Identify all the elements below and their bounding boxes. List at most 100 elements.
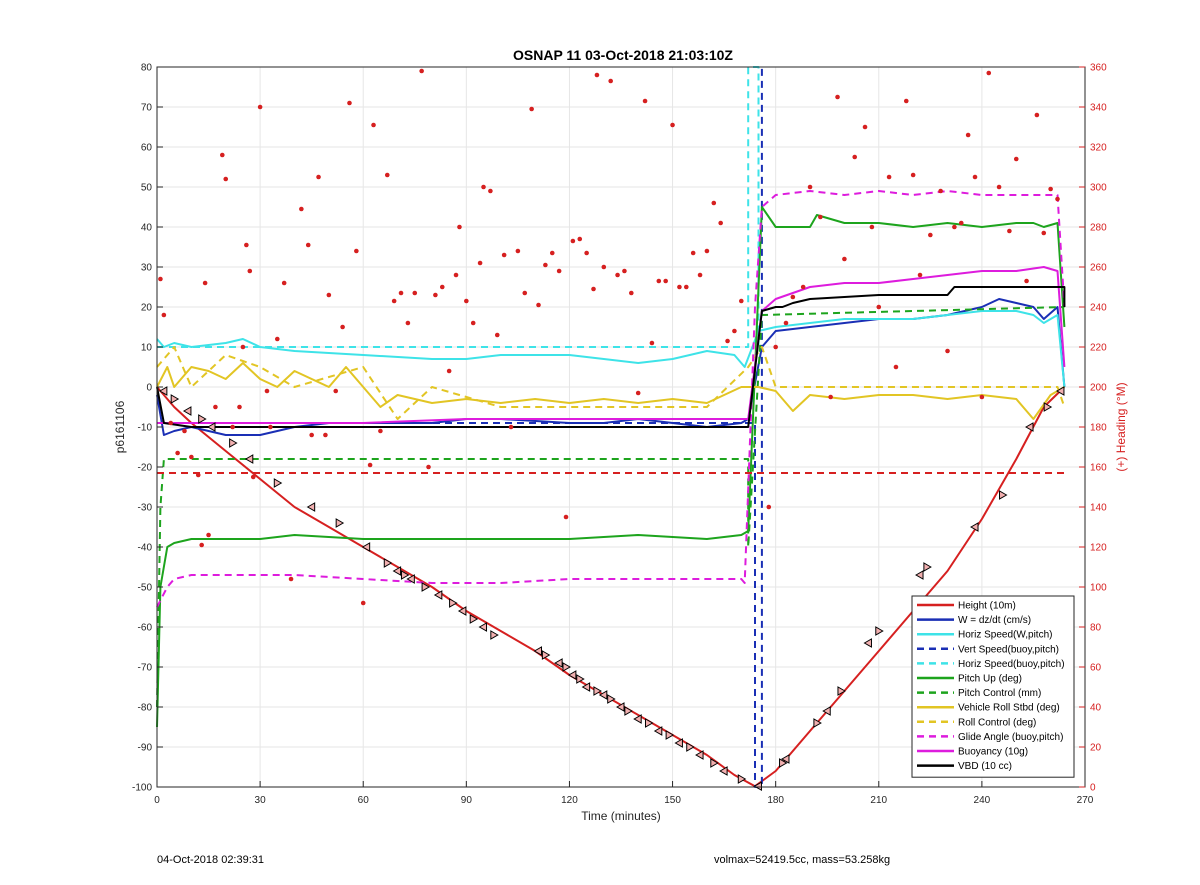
heading-point [945, 348, 950, 354]
heading-point [257, 104, 263, 110]
heading-point [378, 428, 383, 434]
height-marker [306, 502, 316, 512]
heading-point [237, 404, 242, 410]
y2-tick-label: 240 [1090, 303, 1107, 314]
height-marker [753, 781, 762, 792]
legend-label: Pitch Up (deg) [958, 674, 1022, 685]
heading-point [457, 224, 462, 230]
heading-point [958, 220, 964, 226]
height-marker [229, 438, 238, 448]
height-marker [449, 598, 458, 608]
x-tick-label: 60 [358, 795, 370, 806]
height-marker [915, 570, 924, 580]
heading-point [274, 336, 280, 342]
height-marker [361, 542, 371, 552]
series-line-8 [156, 346, 1066, 420]
volmax-mass-footer: volmax=52419.5cc, mass=53.258kg [714, 854, 891, 866]
height-marker [554, 658, 563, 668]
heading-point [405, 320, 411, 326]
y2-axis-label: (+) Heading (°M) [1114, 382, 1128, 471]
heading-point [807, 184, 813, 190]
y-tick-label: -100 [132, 783, 152, 794]
heading-point [656, 278, 662, 284]
height-marker [863, 638, 872, 648]
series-line-1 [156, 298, 1066, 436]
heading-point [247, 268, 253, 274]
y-tick-label: 80 [141, 63, 153, 74]
height-marker [719, 766, 728, 776]
x-tick-label: 180 [767, 795, 784, 806]
y-axis-label: p6161106 [113, 400, 127, 453]
heading-point [481, 184, 486, 190]
heading-point [642, 98, 648, 104]
height-marker [433, 590, 443, 600]
height-marker [206, 422, 216, 432]
y-tick-label: 0 [146, 383, 152, 394]
heading-point [910, 172, 916, 178]
series-line-9 [156, 190, 1066, 608]
heading-point [965, 132, 971, 138]
heading-point [622, 268, 627, 274]
y2-tick-label: 200 [1090, 383, 1107, 394]
heading-point [202, 280, 208, 286]
legend-label: Buoyancy (10g) [958, 747, 1028, 758]
y2-tick-label: 220 [1090, 343, 1107, 354]
height-marker [615, 702, 625, 712]
height-marker [581, 682, 591, 692]
heading-point [903, 98, 909, 104]
heading-point [333, 388, 339, 394]
height-marker [562, 662, 572, 672]
height-marker [244, 454, 254, 464]
legend-label: Vehicle Roll Stbd (deg) [958, 703, 1060, 714]
heading-point [158, 276, 163, 282]
heading-point [347, 100, 352, 106]
y2-tick-label: 60 [1090, 663, 1102, 674]
y-tick-label: -80 [138, 703, 153, 714]
y2-tick-label: 40 [1090, 703, 1102, 714]
heading-point [340, 324, 345, 330]
heading-point [419, 68, 424, 74]
heading-point [494, 332, 500, 338]
series-line-11 [156, 286, 1066, 428]
heading-point [391, 298, 397, 304]
heading-point [281, 280, 287, 286]
height-marker [421, 582, 431, 592]
heading-point [663, 278, 668, 284]
heading-point [309, 432, 314, 438]
height-marker [383, 558, 393, 568]
height-marker [490, 630, 499, 640]
heading-point [862, 124, 868, 130]
height-marker [457, 606, 467, 616]
legend-label: Glide Angle (buoy,pitch) [958, 732, 1063, 743]
height-marker [653, 726, 663, 736]
height-marker [198, 414, 207, 424]
heading-point [835, 94, 840, 100]
x-tick-label: 210 [870, 795, 887, 806]
heading-point [1041, 230, 1047, 236]
y2-tick-label: 260 [1090, 263, 1107, 274]
y2-tick-label: 300 [1090, 183, 1107, 194]
height-marker [999, 490, 1008, 500]
heading-point [175, 450, 180, 456]
heading-point [230, 424, 235, 430]
heading-point [773, 344, 778, 350]
y-tick-label: -30 [138, 503, 153, 514]
height-marker [1055, 386, 1065, 396]
y2-tick-label: 180 [1090, 423, 1107, 434]
height-marker [875, 626, 884, 636]
height-marker [541, 650, 551, 660]
heading-point [264, 388, 270, 394]
height-marker [576, 674, 585, 684]
y2-tick-label: 280 [1090, 223, 1107, 234]
heading-point [488, 188, 493, 194]
heading-point [360, 600, 366, 606]
y2-tick-label: 120 [1090, 543, 1107, 554]
legend-label: Horiz Speed(buoy,pitch) [958, 659, 1065, 670]
legend-label: Roll Control (deg) [958, 717, 1036, 728]
y2-tick-label: 160 [1090, 463, 1107, 474]
height-marker [837, 686, 846, 696]
heading-point [1013, 156, 1019, 162]
heading-point [244, 242, 249, 248]
height-marker [710, 758, 719, 768]
heading-point [426, 464, 431, 470]
